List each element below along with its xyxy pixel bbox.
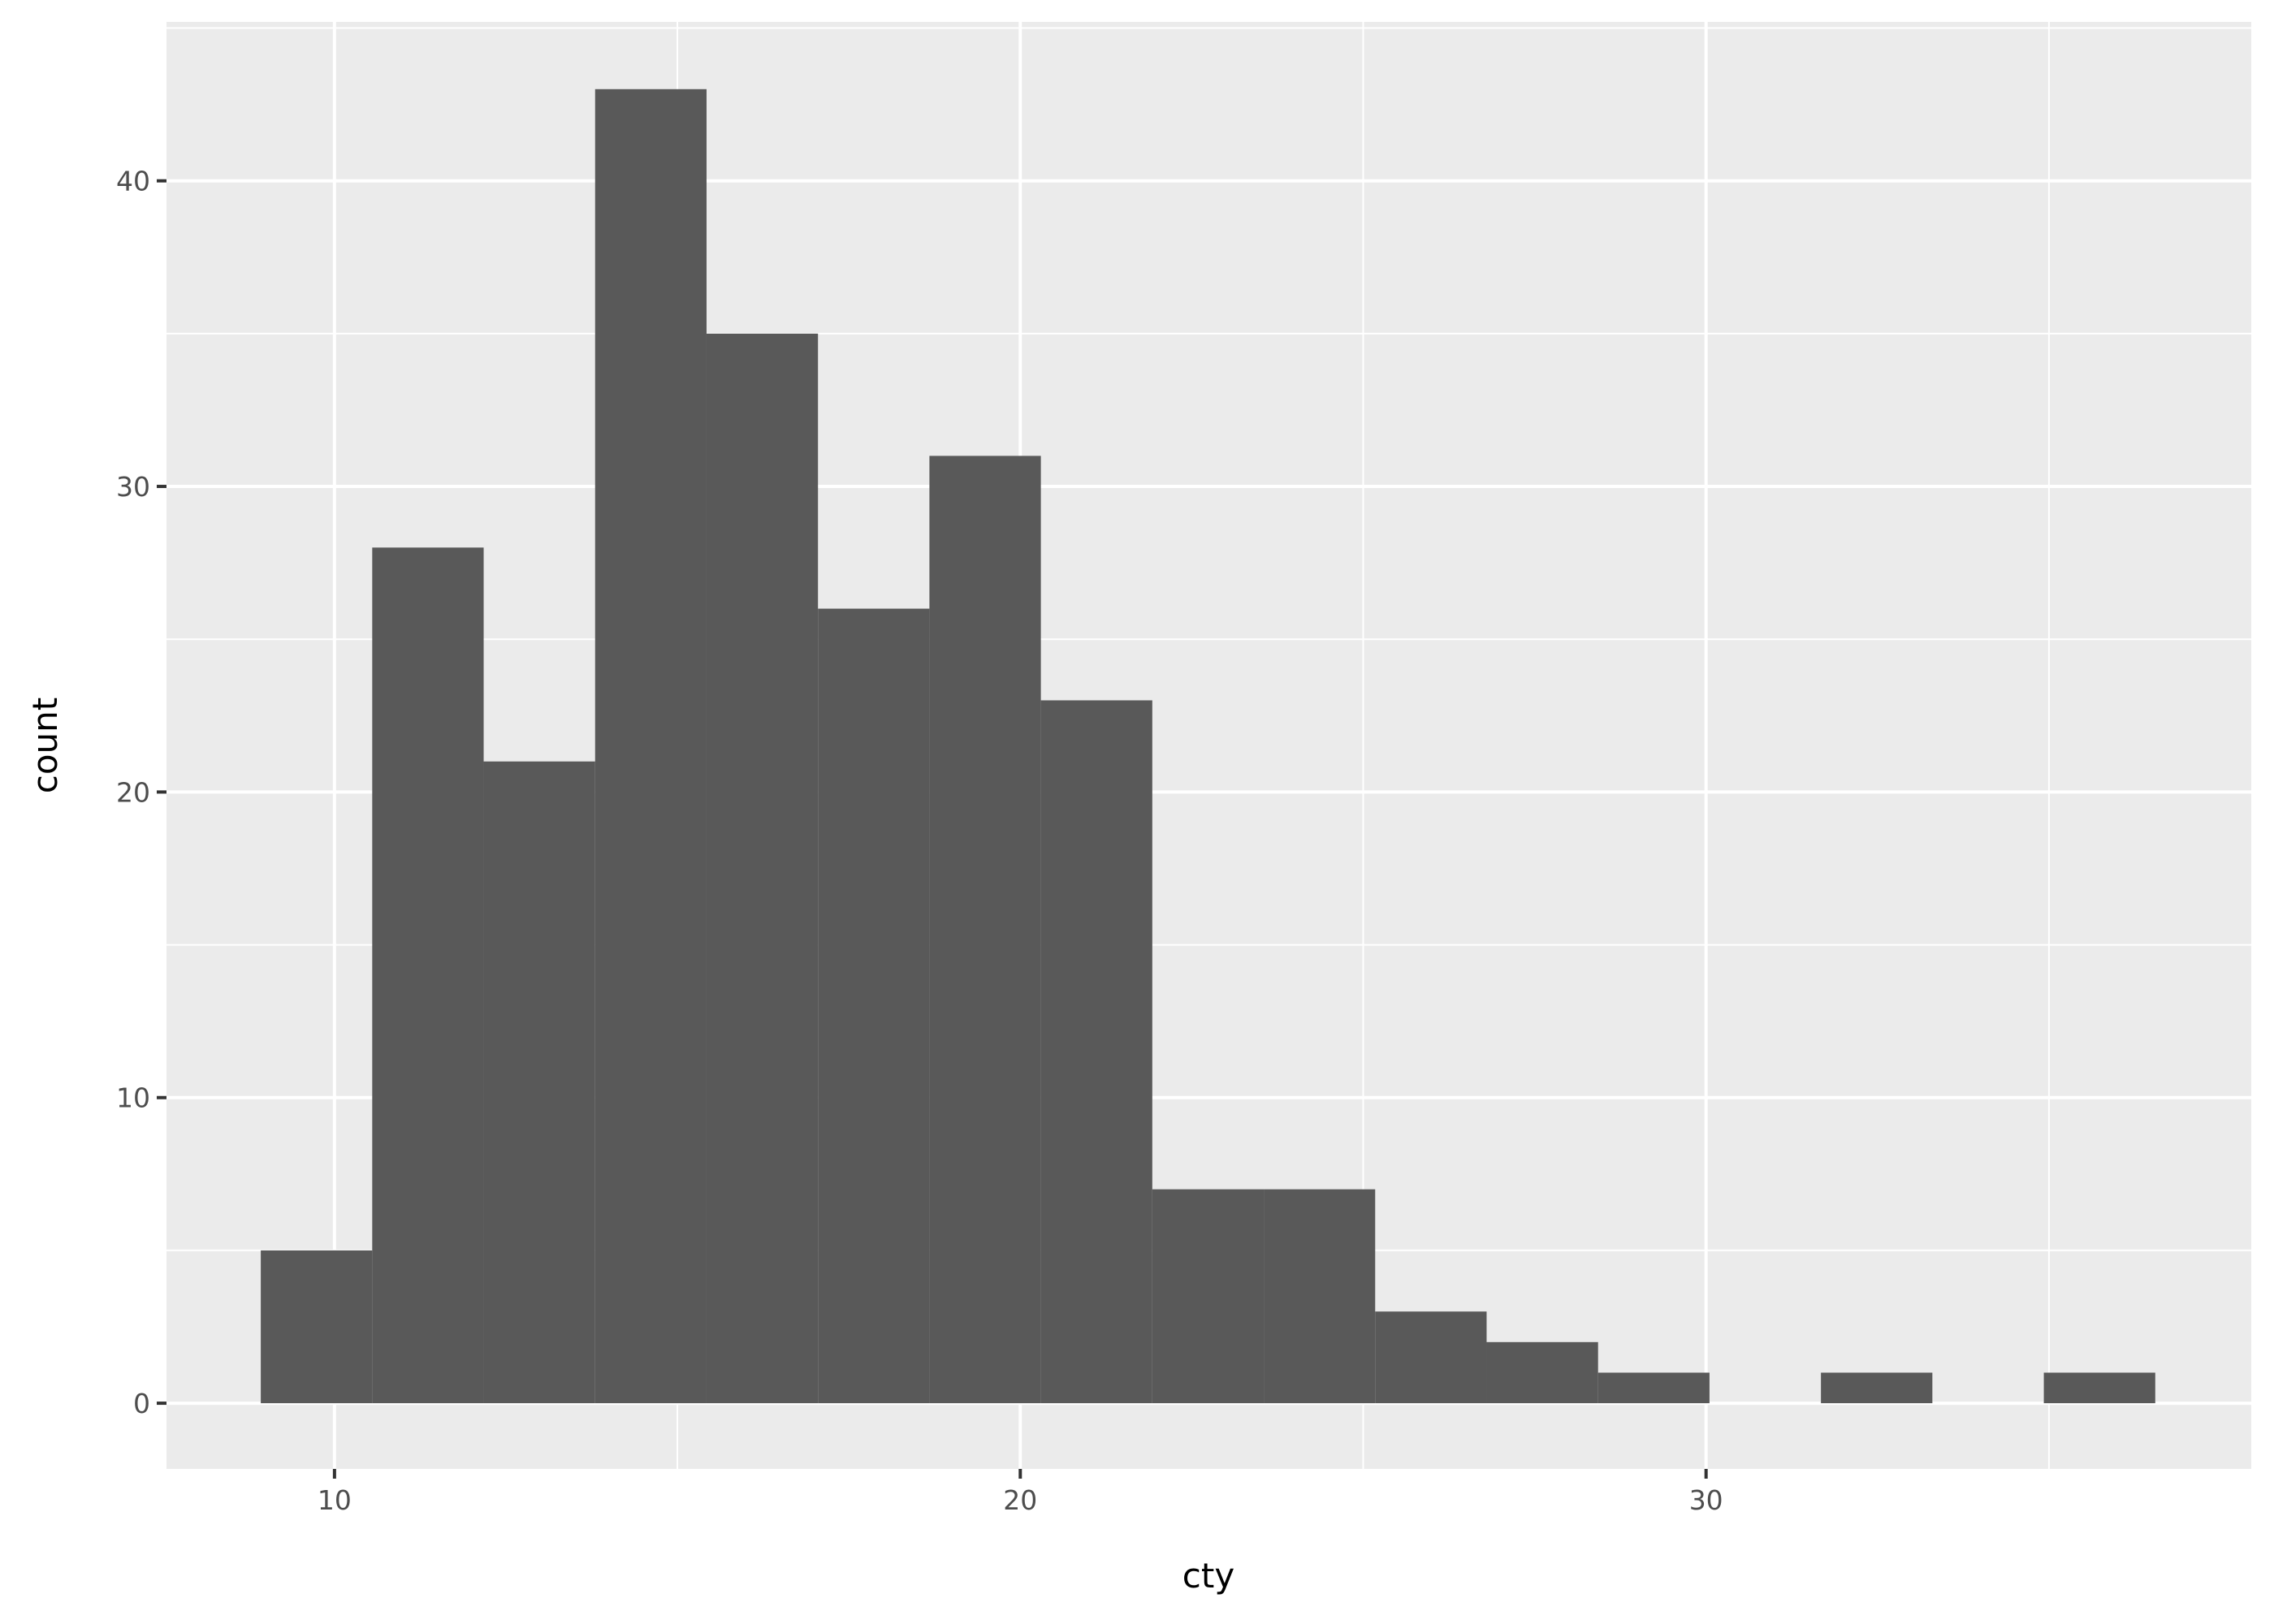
y-tick-label: 10 (116, 1082, 150, 1114)
histogram-bar (1152, 1189, 1265, 1404)
axes: 10 20 30 0 10 20 30 40 (116, 166, 1723, 1516)
histogram-bar (1597, 1372, 1710, 1404)
histogram-bar (2043, 1372, 2155, 1404)
x-tick-label: 20 (1003, 1484, 1037, 1516)
x-axis-title: cty (1182, 1556, 1234, 1596)
y-tick-label: 30 (116, 471, 150, 503)
histogram-bar (594, 89, 707, 1404)
y-axis-title: count (25, 698, 65, 794)
y-tick-label: 20 (116, 776, 150, 808)
y-tick-label: 0 (133, 1388, 150, 1419)
histogram-bar (929, 456, 1041, 1404)
histogram-bar (1486, 1341, 1598, 1404)
histogram-bar (261, 1250, 373, 1404)
histogram-bar (372, 547, 484, 1404)
histogram-bar (1821, 1372, 1933, 1404)
bars (261, 89, 2155, 1404)
histogram-bar (1040, 700, 1152, 1404)
x-tick-label: 30 (1689, 1484, 1723, 1516)
histogram-bar (706, 333, 819, 1404)
x-tick-label: 10 (318, 1484, 352, 1516)
histogram-bar (1264, 1189, 1376, 1404)
y-tick-label: 40 (116, 166, 150, 197)
histogram-bar (1375, 1311, 1487, 1404)
histogram-bar (483, 761, 595, 1404)
histogram-bar (818, 608, 930, 1404)
